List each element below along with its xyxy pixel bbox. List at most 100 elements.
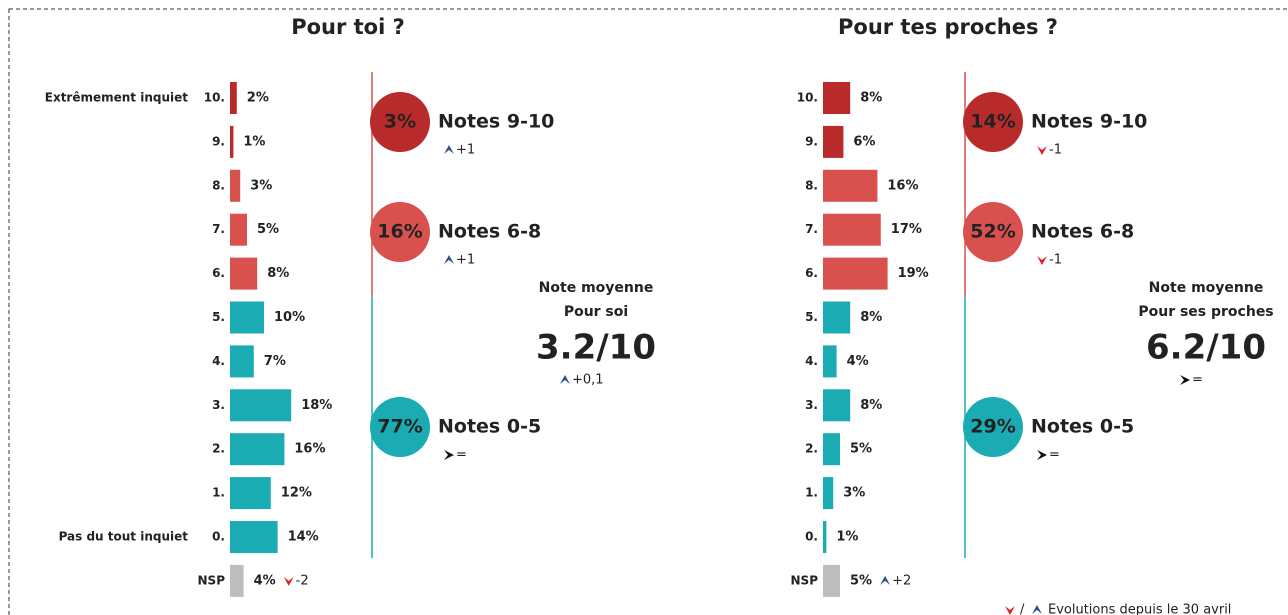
evolution-label: = [456,448,467,463]
trend-down-arrow [283,576,294,586]
value-label: 5% [850,573,872,588]
trend-down-arrow [1037,146,1047,155]
category-label: 8. [805,178,818,192]
group-circle [963,202,1023,262]
evolution-label: = [1192,373,1203,388]
category-label: 2. [212,442,225,456]
group-circle [370,202,430,262]
average-caption: Note moyenne [539,280,654,296]
bar [823,125,844,158]
value-label: 6% [853,134,875,149]
category-label: 4. [805,354,818,368]
category-label: 9. [212,134,225,148]
average-caption: Note moyenne [1149,280,1264,296]
chart-title: Pour tes proches ? [838,15,1058,39]
evolution-label: +1 [456,253,475,268]
bar [230,301,264,334]
trend-flat-arrow [1037,450,1047,460]
category-label: 6. [212,266,225,280]
bar [823,82,851,114]
evolution-label: -1 [1049,253,1062,268]
trend-up-arrow [880,575,891,585]
bar [230,564,244,597]
group-name: Notes 9-10 [1031,111,1147,133]
value-label: 3% [843,486,865,501]
bar [823,389,851,422]
value-label: 4% [254,573,276,588]
trend-flat-arrow [444,450,454,460]
value-label: 14% [288,530,319,545]
group-name: Notes 0-5 [438,416,541,438]
value-label: 1% [836,530,858,545]
category-label: 0. [212,530,225,544]
evolution-label: -2 [296,573,309,588]
group-share: 16% [377,221,422,243]
category-label: 3. [805,398,818,412]
value-label: 1% [243,134,265,149]
trend-up-arrow [1032,605,1042,614]
value-label: 5% [257,222,279,237]
group-share: 3% [384,111,416,133]
bar [823,345,837,378]
category-label: 7. [805,222,818,236]
group-name: Notes 0-5 [1031,416,1134,438]
value-label: 8% [267,266,289,281]
extreme-label: Extrêmement inquiet [45,91,189,105]
group-circle [370,92,430,152]
value-label: 16% [294,442,325,457]
bar [823,213,881,246]
group-share: 14% [970,111,1015,133]
category-label: 2. [805,442,818,456]
evolution-label: +1 [456,143,475,158]
value-label: 8% [860,91,882,106]
group-name: Notes 9-10 [438,111,554,133]
bar [230,389,292,422]
category-label: 8. [212,178,225,192]
dashed-frame [8,8,1288,615]
value-label: 8% [860,398,882,413]
bar [230,345,254,378]
bar [230,477,271,510]
evolution-label: +0,1 [572,373,604,388]
group-share: 52% [970,221,1015,243]
chart-title: Pour toi ? [291,15,405,39]
bar [230,257,258,290]
category-label: 5. [212,310,225,324]
value-label: 10% [274,310,305,325]
trend-flat-arrow [1180,375,1190,385]
bar [230,213,247,246]
trend-down-arrow [1005,606,1015,615]
group-circle [370,397,430,457]
value-label: 7% [264,354,286,369]
category-label: 10. [797,91,818,105]
value-label: 16% [887,178,918,193]
average-target: Pour ses proches [1138,304,1273,320]
bar [823,477,834,510]
bar [823,521,827,553]
extreme-label: Pas du tout inquiet [59,530,189,544]
legend-text: Evolutions depuis le 30 avril [1048,603,1231,615]
bar [230,521,278,553]
evolution-label: = [1049,448,1060,463]
bar [823,564,840,597]
category-label: 1. [212,486,225,500]
value-label: 3% [250,178,272,193]
bar [823,257,888,290]
legend-separator: / [1020,603,1025,615]
category-label: 6. [805,266,818,280]
group-share: 29% [970,416,1015,438]
category-label: 9. [805,134,818,148]
average-value: 6.2/10 [1146,328,1266,368]
value-label: 5% [850,442,872,457]
group-share: 77% [377,416,422,438]
bar [230,125,234,158]
group-circle [963,397,1023,457]
trend-down-arrow [1037,256,1047,265]
bar [823,433,840,466]
average-value: 3.2/10 [536,328,656,368]
evolution-label: +2 [892,573,911,588]
category-label: 5. [805,310,818,324]
value-label: 4% [847,354,869,369]
bar [230,433,285,466]
category-label: 4. [212,354,225,368]
